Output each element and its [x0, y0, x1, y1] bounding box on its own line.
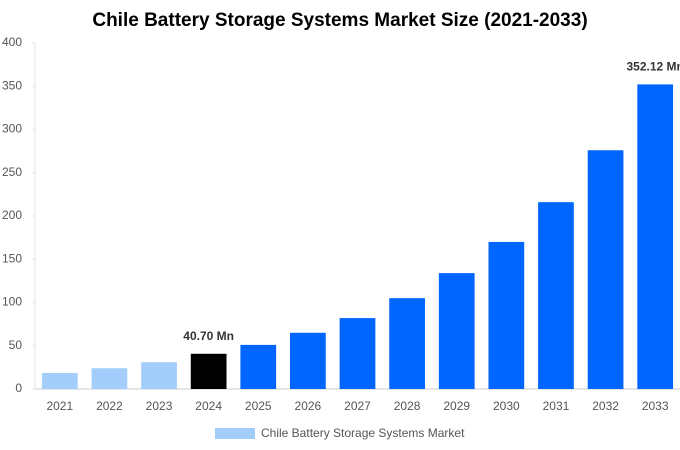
y-tick-label: 400 [2, 35, 22, 49]
bar [91, 368, 128, 389]
x-tick-label: 2026 [295, 399, 322, 413]
x-tick-label: 2022 [96, 399, 123, 413]
legend-swatch [215, 428, 255, 439]
y-tick-label: 350 [2, 78, 22, 92]
x-tick-label: 2023 [146, 399, 173, 413]
bar [190, 353, 227, 389]
x-tick-label: 2025 [245, 399, 272, 413]
x-tick-label: 2032 [592, 399, 619, 413]
x-tick-label: 2029 [443, 399, 470, 413]
bar [438, 273, 475, 389]
value-label: 352.12 Mn [627, 60, 680, 74]
x-tick-label: 2021 [46, 399, 73, 413]
bar [637, 84, 674, 389]
bar [389, 298, 425, 389]
y-tick-label: 0 [15, 381, 22, 395]
bar [587, 150, 624, 389]
value-label: 40.70 Mn [183, 329, 234, 343]
x-tick-label: 2028 [394, 399, 421, 413]
x-tick-label: 2033 [642, 399, 669, 413]
legend-label: Chile Battery Storage Systems Market [261, 426, 465, 440]
y-tick-label: 100 [2, 295, 22, 309]
x-tick-label: 2024 [195, 399, 222, 413]
bar [538, 202, 574, 389]
y-tick-label: 200 [2, 208, 22, 222]
y-tick-label: 150 [2, 251, 22, 265]
y-tick-label: 300 [2, 122, 22, 136]
y-tick-label: 250 [2, 165, 22, 179]
bar [290, 332, 326, 389]
bar [41, 372, 78, 389]
bar [141, 362, 177, 389]
x-tick-label: 2027 [344, 399, 371, 413]
y-tick-label: 50 [9, 338, 23, 352]
bar [488, 241, 525, 389]
chart-title: Chile Battery Storage Systems Market Siz… [92, 10, 587, 31]
x-tick-label: 2031 [543, 399, 570, 413]
x-tick-label: 2030 [493, 399, 520, 413]
bar [339, 318, 376, 389]
bar [240, 344, 277, 389]
